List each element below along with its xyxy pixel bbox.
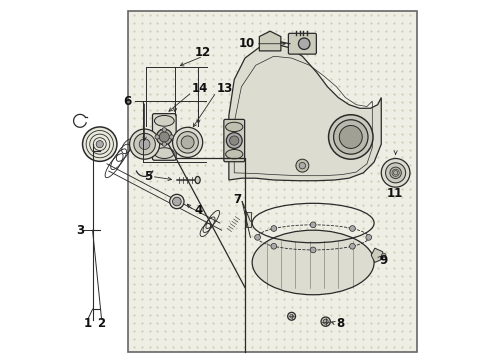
Circle shape (96, 140, 103, 148)
Text: 4: 4 (195, 204, 203, 217)
Circle shape (329, 115, 373, 159)
Bar (246, 212, 251, 226)
Text: 11: 11 (387, 187, 403, 200)
Circle shape (177, 132, 198, 153)
Ellipse shape (225, 122, 243, 132)
Circle shape (170, 135, 173, 139)
Circle shape (271, 226, 277, 231)
Circle shape (159, 132, 170, 142)
Text: 7: 7 (233, 193, 242, 206)
Circle shape (271, 243, 277, 249)
Text: 10: 10 (239, 37, 255, 50)
FancyBboxPatch shape (152, 114, 176, 160)
Circle shape (155, 135, 159, 139)
Circle shape (349, 226, 355, 231)
Circle shape (386, 163, 406, 183)
Polygon shape (371, 248, 383, 262)
Text: 2: 2 (98, 317, 106, 330)
Circle shape (310, 247, 316, 253)
Bar (128, 12, 417, 352)
Text: 8: 8 (337, 317, 344, 330)
Circle shape (310, 222, 316, 228)
Polygon shape (229, 44, 381, 181)
Circle shape (181, 136, 194, 149)
Text: 5: 5 (144, 170, 152, 183)
Circle shape (172, 197, 181, 206)
Text: 13: 13 (217, 82, 233, 95)
FancyBboxPatch shape (224, 120, 245, 162)
Ellipse shape (154, 116, 174, 126)
Ellipse shape (252, 230, 374, 295)
Circle shape (390, 167, 401, 179)
Circle shape (162, 128, 167, 132)
Circle shape (366, 234, 371, 240)
Text: 12: 12 (195, 46, 211, 59)
Text: 14: 14 (192, 82, 208, 95)
Circle shape (321, 317, 330, 326)
Circle shape (339, 126, 362, 148)
Circle shape (162, 142, 167, 146)
Text: 1: 1 (84, 317, 92, 330)
Circle shape (349, 243, 355, 249)
Circle shape (129, 129, 160, 159)
Circle shape (255, 234, 260, 240)
Circle shape (382, 253, 386, 257)
Circle shape (299, 162, 306, 169)
Circle shape (298, 38, 310, 49)
Circle shape (334, 120, 368, 154)
Ellipse shape (225, 149, 243, 159)
Circle shape (381, 158, 410, 187)
Circle shape (296, 159, 309, 172)
Text: 3: 3 (76, 224, 84, 237)
Circle shape (156, 129, 172, 145)
Circle shape (288, 312, 295, 320)
Ellipse shape (195, 176, 200, 184)
Circle shape (170, 194, 184, 209)
Circle shape (172, 127, 203, 157)
Circle shape (139, 139, 150, 149)
Circle shape (230, 136, 239, 145)
Circle shape (134, 134, 155, 155)
Circle shape (323, 319, 328, 324)
Circle shape (290, 315, 294, 318)
Circle shape (226, 133, 242, 148)
Ellipse shape (154, 148, 174, 158)
Circle shape (82, 127, 117, 161)
FancyBboxPatch shape (289, 33, 317, 54)
Polygon shape (259, 31, 281, 51)
Text: 6: 6 (123, 95, 131, 108)
Text: 9: 9 (379, 254, 388, 267)
